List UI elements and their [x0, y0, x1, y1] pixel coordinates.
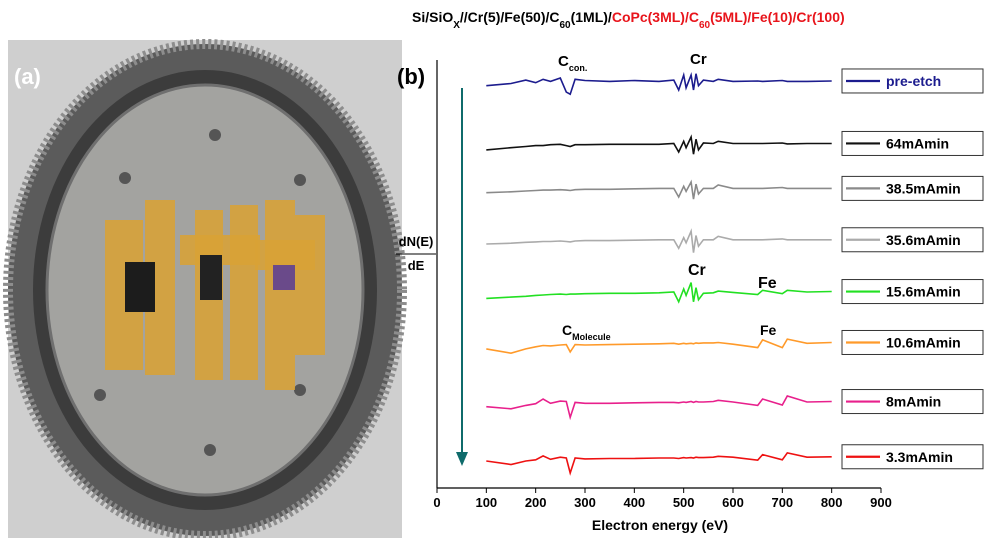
panel-label: (b)	[397, 64, 425, 89]
legend-label: 38.5mAmin	[886, 180, 961, 196]
legend-label: 15.6mAmin	[886, 284, 961, 300]
x-tick-label: 600	[722, 495, 744, 510]
legend-label: 8mAmin	[886, 394, 941, 410]
hole	[204, 444, 216, 456]
annotation: CMolecule	[562, 322, 611, 342]
sample	[200, 255, 222, 300]
y-label-numerator: dN(E)	[399, 234, 434, 249]
legend-label: 10.6mAmin	[886, 334, 961, 350]
hole	[294, 384, 306, 396]
panel-label: (a)	[14, 64, 41, 89]
spectrum-line	[486, 338, 832, 355]
tape	[295, 215, 325, 355]
x-tick-label: 900	[870, 495, 892, 510]
legend-label: 35.6mAmin	[886, 232, 961, 248]
y-label-denominator: dE	[408, 258, 425, 273]
title-part: 60	[559, 20, 571, 31]
annotation: Cr	[690, 51, 707, 68]
title-part: X	[453, 20, 460, 31]
annotation-text: Cr	[690, 51, 707, 68]
x-tick-label: 200	[525, 495, 547, 510]
tape	[230, 205, 258, 380]
annotation-text: C	[558, 53, 569, 70]
annotation: Cr	[688, 262, 706, 279]
hole	[119, 172, 131, 184]
annotation-text: Fe	[758, 275, 777, 292]
annotation: Fe	[760, 322, 777, 338]
annotation: Ccon.	[558, 53, 587, 73]
x-tick-label: 700	[771, 495, 793, 510]
title-part: CoPc(3ML)/C	[612, 9, 699, 25]
title-part: //Cr(5)/Fe(50)/C	[460, 9, 560, 25]
chart-title: Si/SiOX//Cr(5)/Fe(50)/C60(1ML)/CoPc(3ML)…	[412, 9, 845, 31]
legend-label: 64mAmin	[886, 135, 949, 151]
spectrum-line	[486, 452, 832, 476]
title-part: Si/SiO	[412, 9, 453, 25]
photo	[3, 39, 407, 541]
x-axis-label: Electron energy (eV)	[592, 517, 728, 533]
legend-box	[841, 389, 984, 415]
annotation: Fe	[758, 275, 777, 292]
spectrum-line	[486, 71, 832, 96]
spectrum-line	[486, 395, 832, 421]
x-tick-label: 800	[821, 495, 843, 510]
x-tick-label: 500	[673, 495, 695, 510]
x-tick-label: 400	[623, 495, 645, 510]
x-tick-label: 0	[433, 495, 440, 510]
annotation-subscript: Molecule	[572, 332, 611, 342]
title-part: (5ML)/Fe(10)/Cr(100)	[710, 9, 845, 25]
sample	[125, 262, 155, 312]
annotation-text: Fe	[760, 322, 777, 338]
hole	[294, 174, 306, 186]
hole	[209, 129, 221, 141]
annotation-subscript: con.	[569, 63, 588, 73]
tapes	[105, 200, 325, 390]
spectrum-line	[486, 179, 832, 200]
x-tick-label: 300	[574, 495, 596, 510]
title-part: 60	[699, 20, 711, 31]
annotation-text: Cr	[688, 262, 706, 279]
legend-label: 3.3mAmin	[886, 449, 953, 465]
tape	[265, 200, 295, 390]
title-part: (1ML)/	[571, 9, 612, 25]
spectrum-line	[486, 282, 832, 304]
arrow-head	[456, 452, 468, 466]
spectrum-line	[486, 228, 832, 253]
annotation-text: C	[562, 322, 572, 338]
spectrum-line	[486, 134, 832, 155]
hole	[94, 389, 106, 401]
legend-label: pre-etch	[886, 73, 941, 89]
sample	[273, 265, 295, 290]
x-tick-label: 100	[475, 495, 497, 510]
